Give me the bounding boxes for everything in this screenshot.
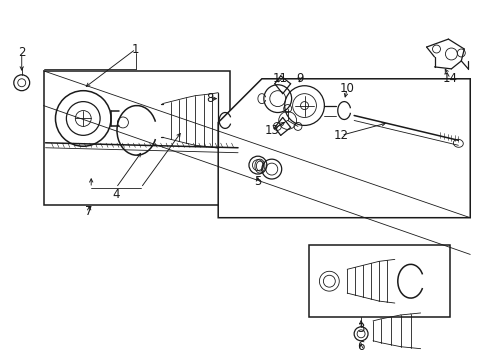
Text: 13: 13 <box>264 124 279 137</box>
Text: 3: 3 <box>357 322 364 336</box>
Text: 10: 10 <box>339 82 354 95</box>
Text: 1: 1 <box>132 42 139 55</box>
Text: 11: 11 <box>272 72 286 85</box>
Bar <box>43 71 230 205</box>
Polygon shape <box>218 79 469 218</box>
Bar <box>309 246 449 317</box>
Text: 9: 9 <box>295 72 303 85</box>
Text: 4: 4 <box>112 188 120 201</box>
Text: 8: 8 <box>206 92 214 105</box>
Text: 12: 12 <box>333 129 348 142</box>
Text: 2: 2 <box>18 46 25 59</box>
Text: 14: 14 <box>442 72 457 85</box>
Text: 5: 5 <box>254 175 261 189</box>
Text: 6: 6 <box>357 340 364 353</box>
Text: 7: 7 <box>85 205 93 218</box>
